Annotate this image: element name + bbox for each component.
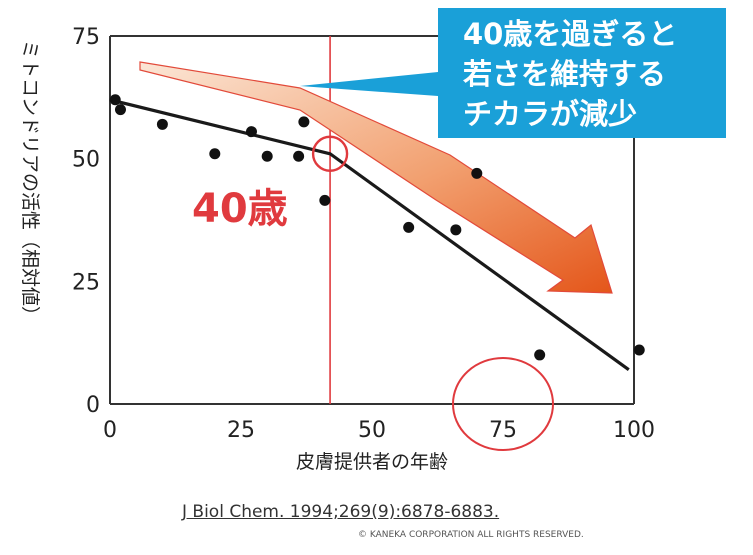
y-tick-label: 75 (72, 25, 100, 50)
x-75-highlight-circle (452, 357, 554, 451)
x-tick-label: 25 (227, 418, 255, 443)
data-point (319, 194, 331, 206)
data-point (298, 116, 310, 128)
data-point (534, 349, 546, 361)
x-axis-title: 皮膚提供者の年齢 (296, 451, 448, 473)
data-points (109, 94, 645, 361)
data-point (109, 94, 121, 106)
x-tick-label: 50 (358, 418, 386, 443)
x-tick-labels: 0 25 50 75 100 (103, 418, 655, 443)
y-tick-label: 0 (86, 393, 100, 418)
breakpoint-highlight-circle (311, 135, 349, 172)
y-axis-title: ミトコンドリアの活性（相対値） (19, 40, 41, 325)
data-point (209, 148, 221, 160)
x-tick-label: 100 (613, 418, 655, 443)
age-40-label: 40歳 (192, 186, 288, 232)
callout-box (300, 8, 726, 138)
decline-arrow (139, 61, 613, 294)
data-point (261, 150, 273, 162)
data-point (114, 104, 126, 116)
x-tick-label: 75 (489, 418, 517, 443)
data-point (450, 224, 462, 236)
callout-line-3: チカラが減少 (463, 97, 637, 131)
callout-line-2: 若さを維持する (463, 57, 666, 91)
data-point (156, 118, 168, 130)
citation: J Biol Chem. 1994;269(9):6878-6883. (182, 502, 500, 522)
data-point (293, 150, 305, 162)
copyright-notice: © KANEKA CORPORATION ALL RIGHTS RESERVED… (358, 530, 584, 540)
callout-line-1: 40歳を過ぎると (463, 17, 677, 51)
data-point (245, 126, 257, 138)
y-tick-labels: 0 25 50 75 (72, 25, 100, 418)
data-point (403, 221, 415, 233)
y-tick-label: 50 (72, 148, 100, 173)
data-point (471, 167, 483, 179)
x-tick-label: 0 (103, 418, 117, 443)
y-tick-label: 25 (72, 270, 100, 295)
trend-line (109, 98, 630, 371)
data-point (633, 344, 645, 356)
